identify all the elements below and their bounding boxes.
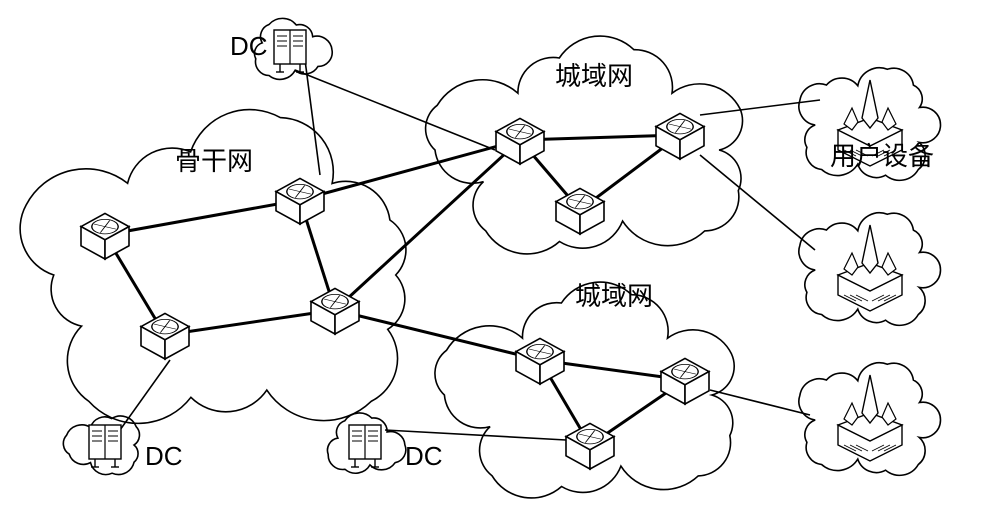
building-icon: [838, 225, 902, 311]
label-backbone: 骨干网: [175, 146, 253, 176]
thin-edges-layer: [120, 60, 820, 440]
label-dc_top: DC: [230, 31, 268, 61]
router-icon: [141, 313, 189, 359]
label-user_device: 用户设备: [830, 141, 934, 171]
router-icon: [661, 358, 709, 404]
router-icon: [556, 188, 604, 234]
dc-icon: [89, 425, 121, 467]
router-icon: [566, 423, 614, 469]
edge-b1-b2: [105, 200, 300, 235]
dc-icon: [349, 425, 381, 467]
clouds-layer: [20, 18, 940, 498]
router-icon: [516, 338, 564, 384]
labels-layer: 骨干网城域网城域网用户设备DCDCDC: [145, 31, 934, 471]
router-icon: [81, 213, 129, 259]
label-metro1: 城域网: [555, 61, 633, 91]
label-dc_left: DC: [145, 441, 183, 471]
building-icon: [838, 375, 902, 461]
label-dc_bottom: DC: [405, 441, 443, 471]
network-diagram: 骨干网城域网城域网用户设备DCDCDC: [0, 0, 1000, 513]
dc-layer: [89, 30, 381, 467]
edge-b3-b4: [165, 310, 335, 335]
router-icon: [276, 178, 324, 224]
edge-b4-m2a: [335, 310, 540, 360]
label-metro2: 城域网: [575, 281, 653, 311]
thin-edge: [700, 155, 815, 250]
thin-edge: [700, 100, 820, 115]
router-icon: [656, 113, 704, 159]
thin-edge: [385, 430, 566, 440]
dc-icon: [274, 30, 306, 72]
building-layer: [838, 80, 902, 461]
